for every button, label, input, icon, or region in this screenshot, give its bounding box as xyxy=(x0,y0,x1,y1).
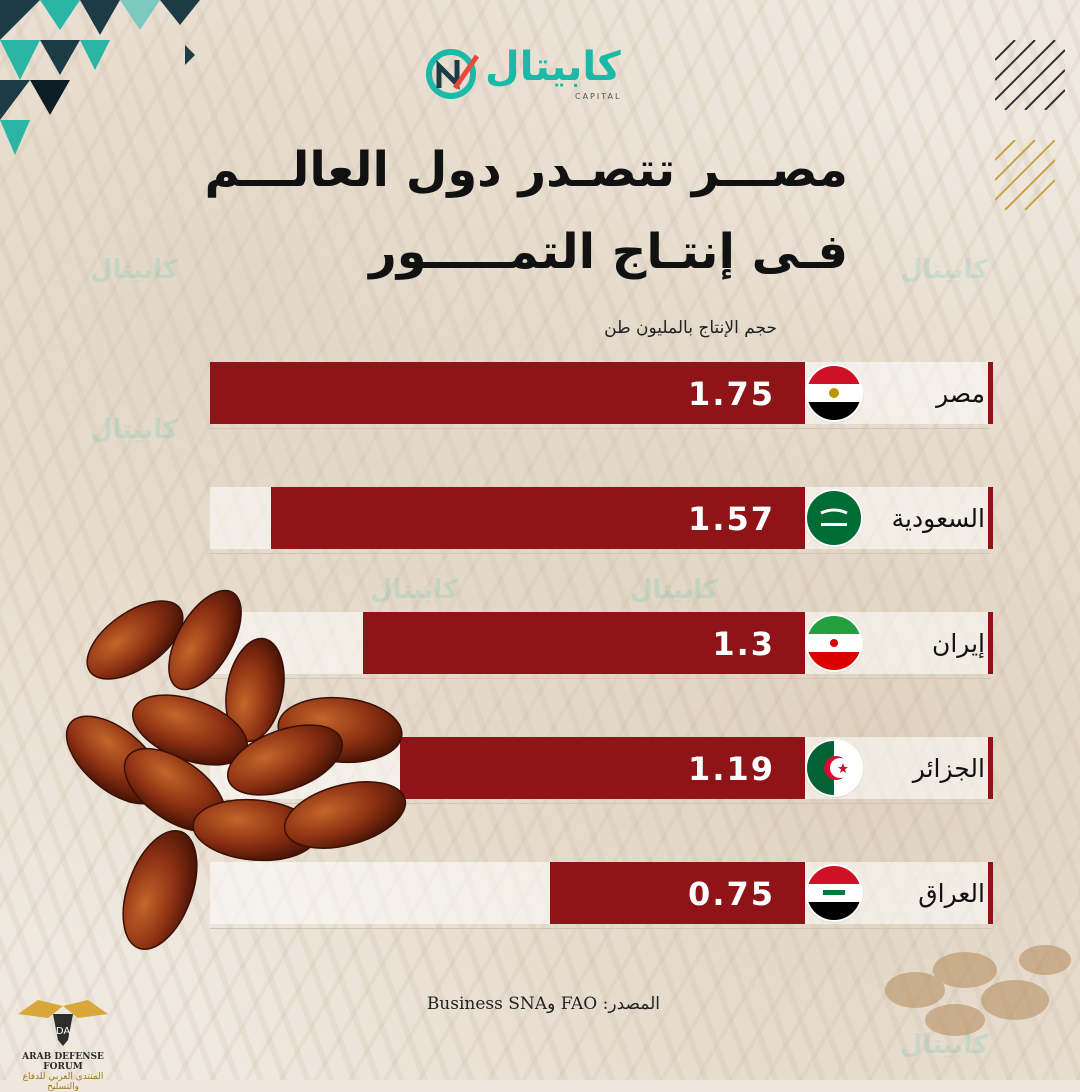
row-divider xyxy=(210,428,990,429)
forum-watermark: DA ARAB DEFENSE FORUM المنتدى العربي للد… xyxy=(8,1000,118,1092)
watermark: كابيتال xyxy=(370,575,459,605)
row-marker xyxy=(988,612,993,674)
algeria-flag-icon xyxy=(807,741,861,795)
bar xyxy=(271,487,805,549)
bar xyxy=(400,737,805,799)
bar xyxy=(550,862,805,924)
hatch-decoration xyxy=(995,40,1065,110)
country-label: السعودية xyxy=(891,504,985,533)
iraq-flag-icon xyxy=(807,866,861,920)
eagle-logo-icon: DA xyxy=(18,1000,108,1046)
bar-value-label: 1.19 xyxy=(688,750,775,788)
source-note: المصدر: FAO وBusiness SNA xyxy=(426,994,660,1014)
saudi-flag-icon xyxy=(807,491,861,545)
forum-name: ARAB DEFENSE FORUM xyxy=(22,1052,104,1072)
bar xyxy=(363,612,805,674)
row-marker xyxy=(988,362,993,424)
row-divider xyxy=(210,678,990,679)
row-divider xyxy=(210,928,990,929)
watermark: كابيتال xyxy=(900,255,989,285)
bar-row: 1.75 مصر xyxy=(0,362,1080,429)
bar-value-label: 0.75 xyxy=(688,875,775,913)
logo-text: كابيتال xyxy=(485,44,622,90)
watermark: كابيتال xyxy=(90,255,179,285)
bar-row: 1.57 السعودية xyxy=(0,487,1080,554)
bar-row: 0.75 العراق xyxy=(0,862,1080,929)
watermark: كابيتال xyxy=(90,415,179,445)
brand-logo: كابيتال CAPITAL xyxy=(425,40,655,110)
bar-value-label: 1.57 xyxy=(688,500,775,538)
iran-flag-icon xyxy=(807,616,861,670)
row-divider xyxy=(210,803,990,804)
dates-illustration xyxy=(65,589,407,951)
row-divider xyxy=(210,553,990,554)
bar xyxy=(210,362,805,424)
watermark: كابيتال xyxy=(900,1030,989,1060)
dates-decoration xyxy=(885,945,1071,1036)
row-marker xyxy=(988,737,993,799)
row-marker xyxy=(988,862,993,924)
country-label: الجزائر xyxy=(912,754,985,783)
egypt-flag-icon xyxy=(807,366,861,420)
unit-label: حجم الإنتاج بالمليون طن xyxy=(604,318,777,338)
svg-text:DA: DA xyxy=(56,1026,71,1037)
watermark: كابيتال xyxy=(630,575,719,605)
country-label: إيران xyxy=(931,629,985,658)
logo-mark-icon xyxy=(426,49,480,99)
corner-triangles-decoration xyxy=(0,0,200,155)
bar-value-label: 1.3 xyxy=(712,625,775,663)
bar-value-label: 1.75 xyxy=(688,375,775,413)
page-title-line-2: فـى إنتـاج التمـــــور xyxy=(369,224,848,280)
page-title-line-1: مصـــر تتصـدر دول العالـــم xyxy=(204,142,849,198)
row-marker xyxy=(988,487,993,549)
hatch-decoration-gold xyxy=(995,140,1055,210)
country-label: مصر xyxy=(936,379,985,408)
country-label: العراق xyxy=(918,879,985,908)
bar-row: 1.3 إيران xyxy=(0,612,1080,679)
forum-name-arabic: المنتدى العربي للدفاع والتسليح xyxy=(22,1072,104,1092)
logo-subtext: CAPITAL xyxy=(575,92,622,101)
